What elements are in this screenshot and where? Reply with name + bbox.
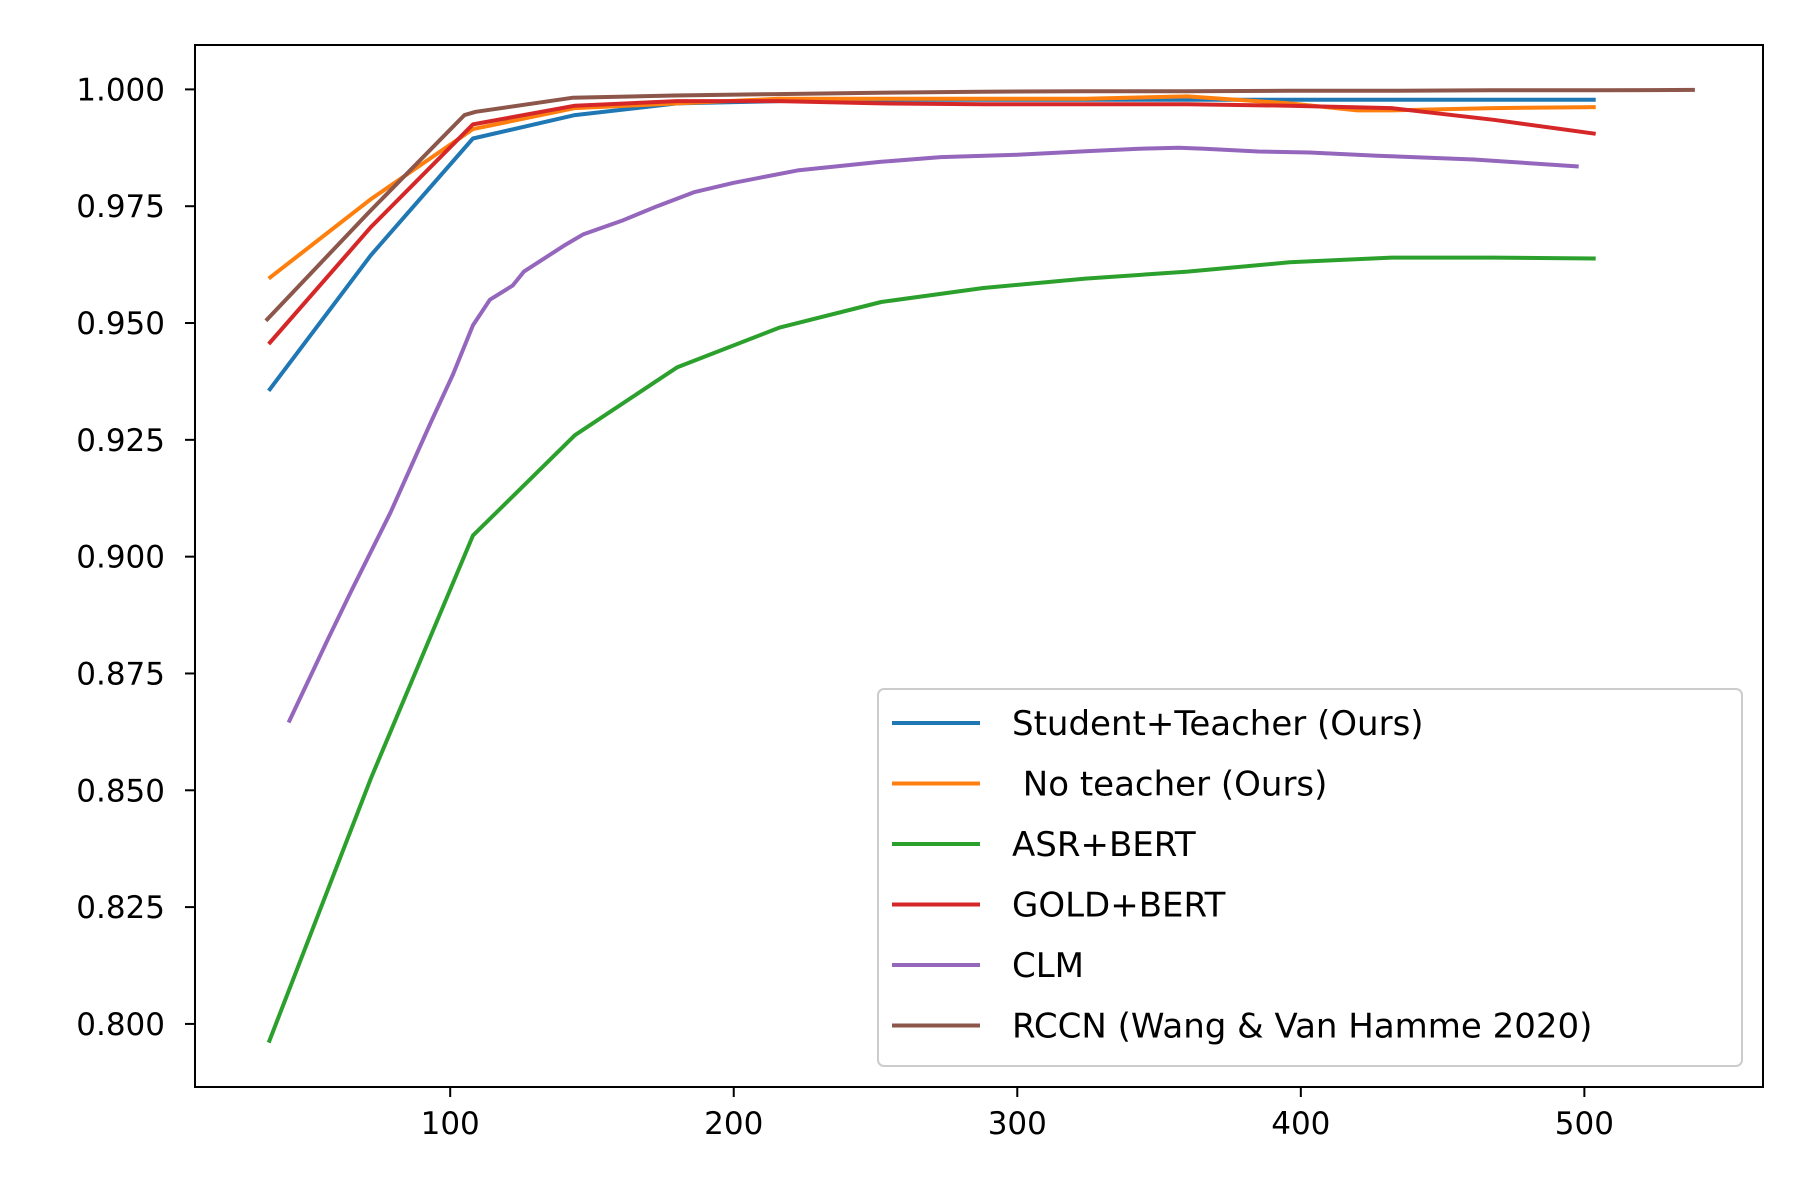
legend-box [877,688,1743,1067]
x-tick-label: 500 [1555,1106,1614,1142]
series-line-4 [267,99,1596,346]
legend-entry: No teacher (Ours) [1012,765,1327,805]
y-tick-label: 0.875 [76,656,165,692]
legend-entry: CLM [1012,946,1084,986]
x-tick-label: 300 [988,1106,1047,1142]
legend-entry: Student+Teacher (Ours) [1012,704,1424,744]
series-line-5 [286,145,1579,724]
x-axis: 100 200 300 400 500 [421,1087,1614,1142]
series-line-6 [264,87,1695,323]
y-tick-label: 0.900 [76,540,165,576]
legend-entry: RCCN (Wang & Van Hamme 2020) [1012,1007,1592,1047]
y-tick-label: 0.825 [76,890,165,926]
y-tick-label: 0.950 [76,306,165,342]
plot-frame [194,44,1764,1088]
x-tick-label: 200 [704,1106,763,1142]
legend-entry: ASR+BERT [1012,825,1196,865]
series-layer [264,87,1695,1044]
x-tick-label: 400 [1271,1106,1330,1142]
series-line-3 [266,255,1596,1044]
y-tick-label: 0.850 [76,773,165,809]
legend: Student+Teacher (Ours) No teacher (Ours)… [877,688,1743,1067]
legend-entry: GOLD+BERT [1012,886,1226,926]
y-tick-label: 0.800 [76,1007,165,1043]
y-axis: 0.800 0.825 0.850 0.875 0.900 0.925 0.950 0.975… [76,72,195,1043]
y-tick-label: 0.925 [76,423,165,459]
series-line-2 [267,94,1596,281]
y-tick-label: 0.975 [76,189,165,225]
x-tick-label: 100 [421,1106,480,1142]
y-tick-label: 1.000 [76,72,165,108]
